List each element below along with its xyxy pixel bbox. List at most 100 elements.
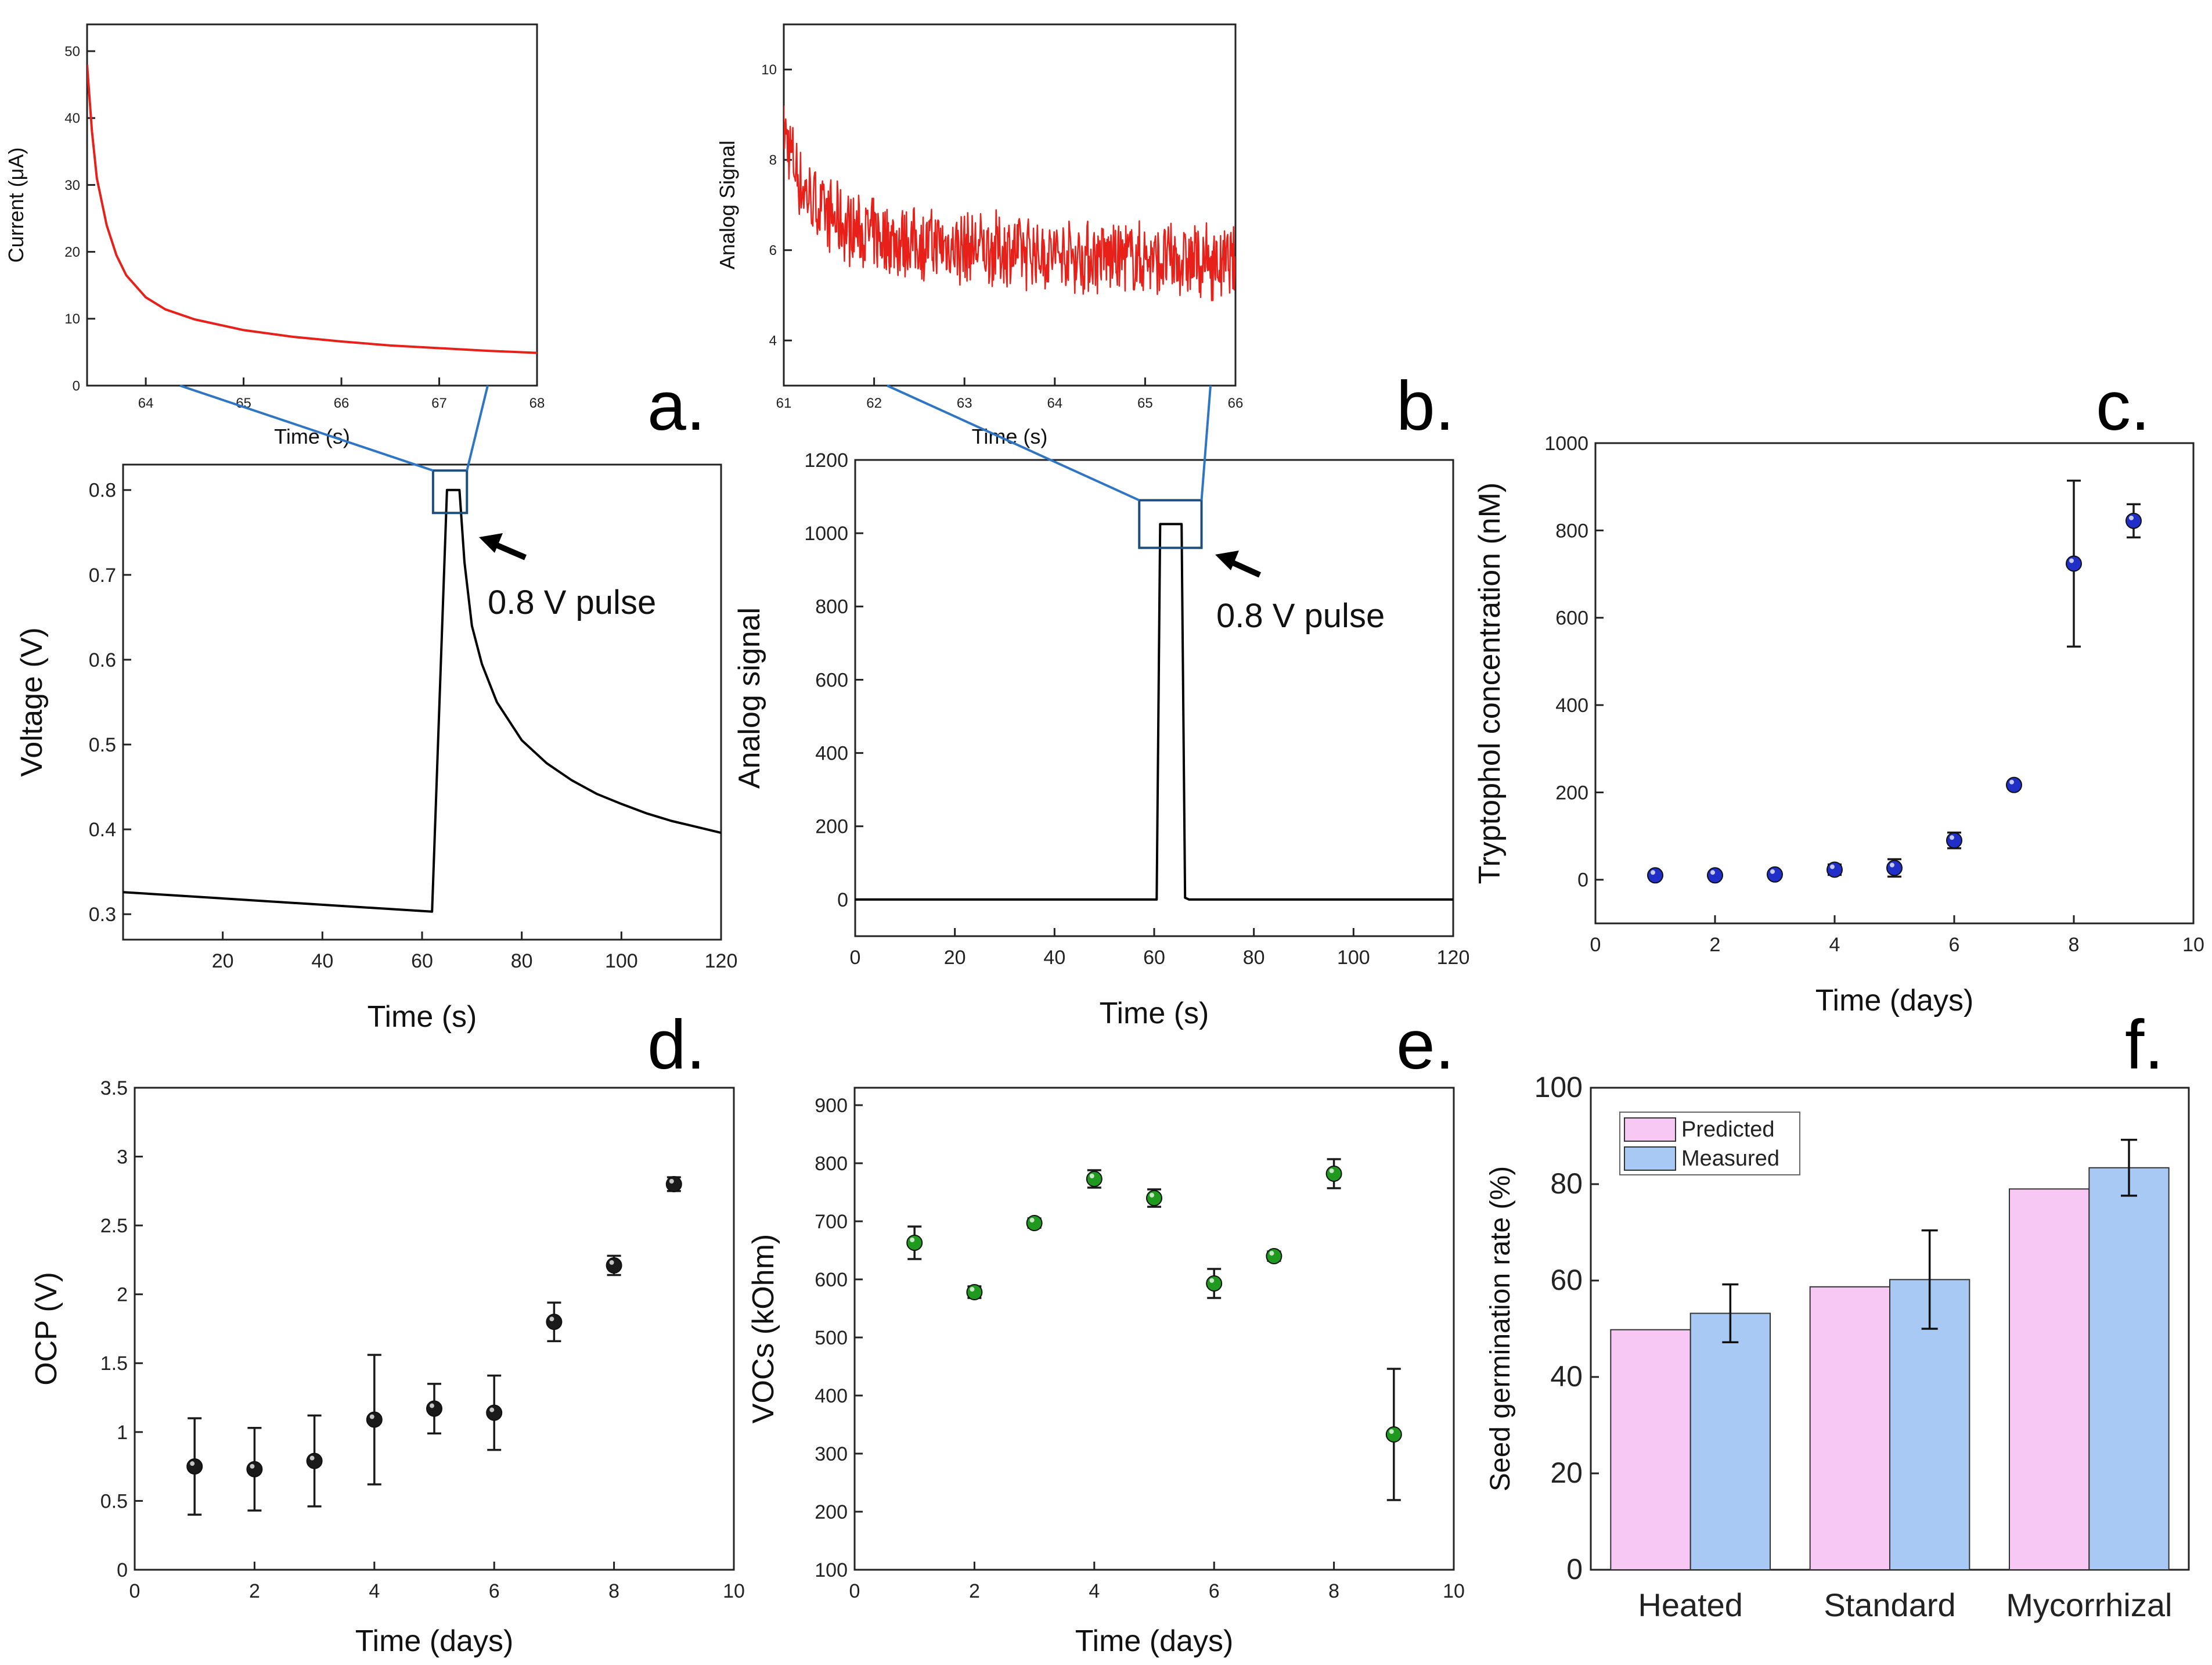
d-plot-frame xyxy=(134,1087,735,1571)
b-pulse-arrow-head xyxy=(1215,551,1239,570)
e-marker xyxy=(1325,1166,1342,1182)
b-inset-y-tick-label: 8 xyxy=(769,153,777,168)
a-inset-y-tick-label: 0 xyxy=(73,378,80,394)
e-y-tick-label: 200 xyxy=(815,1501,848,1523)
e-x-tick-label: 4 xyxy=(1089,1580,1100,1602)
e-y-tick-label: 300 xyxy=(815,1443,848,1465)
e-y-tick-label: 100 xyxy=(815,1559,848,1581)
d-x-tick-label: 0 xyxy=(129,1580,140,1602)
d-x-tick-label: 6 xyxy=(489,1580,500,1602)
a-y-tick-label: 0.6 xyxy=(89,649,116,671)
b-inset-x-tick-label: 66 xyxy=(1228,395,1244,411)
b-inset-x-axis-label: Time (s) xyxy=(972,425,1048,448)
overlay-layer: a. b. c. d. e. f. 0.8 V pulse 0.8 V puls… xyxy=(179,367,2164,1084)
c-data-point xyxy=(1946,831,1962,850)
f-legend-swatch xyxy=(1624,1117,1676,1142)
c-marker-highlight xyxy=(1830,864,1835,869)
c-x-tick-label: 4 xyxy=(1829,934,1840,956)
f-y-tick-label: 60 xyxy=(1550,1264,1583,1296)
panel-label-b: b. xyxy=(1396,367,1454,445)
c-x-tick-label: 0 xyxy=(1590,934,1601,956)
c-y-tick-label: 200 xyxy=(1555,782,1588,804)
b-y-tick-label: 600 xyxy=(815,669,848,691)
pulse-annotation-a: 0.8 V pulse xyxy=(488,584,656,621)
d-marker-highlight xyxy=(250,1463,255,1469)
f-bar-predicted xyxy=(2009,1188,2090,1571)
a-inset-y-tick-label: 40 xyxy=(64,111,80,127)
c-data-point xyxy=(1647,867,1663,884)
b-y-tick-label: 1000 xyxy=(804,523,848,545)
e-data-point xyxy=(1086,1169,1103,1189)
b-inset-x-tick-label: 64 xyxy=(1047,395,1062,411)
c-marker-highlight xyxy=(1710,870,1715,875)
b-series-line xyxy=(855,523,1453,901)
a-inset-x-tick-label: 68 xyxy=(529,395,545,411)
c-y-tick-label: 400 xyxy=(1555,695,1588,717)
a-series-line xyxy=(123,488,721,913)
f-bar-predicted xyxy=(1809,1286,1891,1571)
e-marker-highlight xyxy=(1269,1251,1274,1256)
e-y-tick-label: 900 xyxy=(815,1095,848,1117)
e-data-point xyxy=(1026,1215,1043,1231)
d-marker xyxy=(366,1411,383,1428)
b-y-tick-label: 400 xyxy=(815,743,848,765)
f-legend-label: Measured xyxy=(1681,1146,1779,1171)
e-y-tick-label: 500 xyxy=(815,1327,848,1349)
e-marker xyxy=(1385,1426,1402,1443)
e-plot-frame xyxy=(853,1087,1455,1571)
d-data-point xyxy=(366,1354,383,1486)
chart-c: 0 2 4 6 8 10 0 200 400 600 800 1000 Time (days) Trypt… xyxy=(1473,433,2204,1017)
b-inset-x-tick-label: 61 xyxy=(776,395,792,411)
d-marker xyxy=(186,1458,203,1475)
c-marker xyxy=(2066,555,2082,572)
d-marker xyxy=(606,1257,622,1274)
b-y-axis-label: Analog signal xyxy=(733,607,766,789)
d-data-point xyxy=(486,1374,503,1451)
a-inset-x-tick-label: 64 xyxy=(138,395,154,411)
c-marker-highlight xyxy=(1950,835,1954,840)
d-x-tick-label: 8 xyxy=(608,1580,619,1602)
c-data-point xyxy=(1826,861,1843,878)
panel-label-a: a. xyxy=(647,367,705,445)
c-data-point xyxy=(2066,479,2082,648)
chart-e: 0 2 4 6 8 10 100 200 300 400 500 600 700 800 900 Time (… xyxy=(747,1087,1465,1658)
c-data-point xyxy=(1767,866,1783,883)
e-marker-highlight xyxy=(1209,1278,1215,1283)
b-x-tick-label: 40 xyxy=(1043,947,1065,969)
f-y-tick-label: 80 xyxy=(1550,1167,1583,1200)
e-marker xyxy=(906,1235,923,1251)
f-y-tick-label: 40 xyxy=(1550,1360,1583,1393)
d-marker-highlight xyxy=(549,1317,554,1322)
f-legend: Predicted Measured xyxy=(1619,1112,1800,1175)
a-pulse-arrow-head xyxy=(479,533,503,553)
d-data-point xyxy=(426,1383,442,1434)
c-marker-highlight xyxy=(2129,515,2134,520)
b-x-tick-label: 100 xyxy=(1337,947,1370,969)
d-data-point xyxy=(306,1414,323,1508)
e-x-tick-label: 8 xyxy=(1328,1580,1339,1602)
d-data-point xyxy=(546,1301,563,1343)
chart-b: 0 20 40 60 80 100 120020040060080010001200Time… xyxy=(733,449,1469,1030)
f-bar-predicted xyxy=(1610,1329,1691,1570)
c-y-tick-label: 1000 xyxy=(1544,433,1588,455)
a-y-tick-label: 0.8 xyxy=(89,480,116,502)
b-x-tick-label: 60 xyxy=(1143,947,1165,969)
d-marker xyxy=(486,1404,503,1421)
b-inset-y-axis-label: Analog Signal xyxy=(715,141,739,269)
e-x-tick-label: 2 xyxy=(969,1580,980,1602)
c-marker xyxy=(2006,776,2022,793)
d-x-tick-label: 2 xyxy=(249,1580,260,1602)
chart-d: 0 2 4 6 8 10 0 0.5 1 1.5 2 2.5 3 3.5 Time (days) OCP (V… xyxy=(30,1077,745,1658)
d-marker-highlight xyxy=(430,1403,434,1408)
a-y-tick-label: 0.3 xyxy=(89,904,116,926)
panel-label-e: e. xyxy=(1396,1006,1454,1084)
e-data-point xyxy=(1266,1248,1282,1264)
d-data-point xyxy=(246,1426,263,1512)
a-zoom-box xyxy=(431,469,469,515)
b-x-axis-label: Time (s) xyxy=(1100,997,1209,1030)
c-marker xyxy=(2125,512,2142,529)
e-marker xyxy=(1086,1171,1103,1187)
d-marker-highlight xyxy=(309,1455,315,1461)
